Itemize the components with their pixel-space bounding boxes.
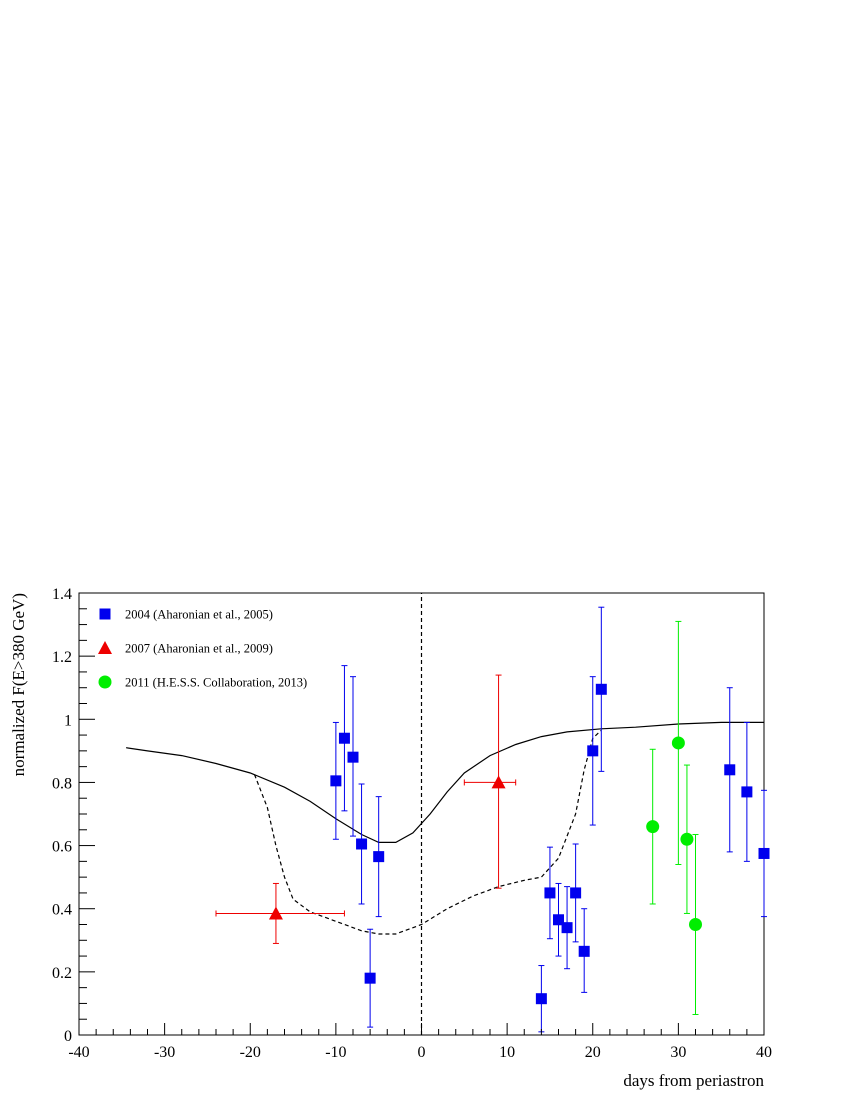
axis-ticks	[78, 592, 765, 1036]
x-tick-label: 0	[418, 1044, 426, 1061]
data-point	[646, 820, 660, 834]
x-tick-label: 10	[499, 1044, 515, 1061]
x-tick-label: 30	[670, 1044, 686, 1061]
y-axis-title: normalized F(E>380 GeV)	[9, 593, 28, 776]
data-point	[570, 887, 582, 899]
data-point	[544, 887, 556, 899]
model-curves	[126, 593, 764, 1035]
data-point	[587, 745, 599, 757]
data-point	[671, 736, 685, 750]
data-point	[553, 914, 564, 926]
data-point	[741, 786, 753, 798]
tick-labels: -40 -30 -20 -10 0 10 20 30 40 0 0.2 0.4 0.6 0.8 1 1.2 1.…	[52, 586, 772, 1061]
legend-label: 2007 (Aharonian et al., 2009)	[125, 642, 273, 656]
x-tick-label: -40	[68, 1044, 89, 1061]
y-tick-label: 0	[64, 1028, 72, 1045]
x-tick-label: -30	[154, 1044, 175, 1061]
data-point	[268, 906, 283, 920]
x-tick-label: 20	[585, 1044, 601, 1061]
data-point	[595, 683, 607, 695]
data-point	[724, 764, 736, 776]
y-tick-label: 1.2	[52, 649, 72, 666]
error-bars	[215, 606, 767, 1033]
data-point	[364, 972, 376, 984]
x-tick-label: -10	[325, 1044, 346, 1061]
data-point	[338, 732, 350, 744]
y-tick-label: 1.4	[52, 586, 72, 603]
model-curve-solid	[126, 721, 764, 843]
data-point	[689, 918, 702, 931]
legend-marker	[98, 675, 112, 689]
legend-marker	[99, 608, 111, 620]
data-point	[330, 775, 342, 787]
data-point	[491, 775, 506, 789]
data-point	[578, 945, 590, 957]
x-axis-title: days from periastron	[623, 1071, 764, 1090]
data-point	[373, 851, 385, 863]
legend-marker	[98, 641, 112, 654]
data-point	[535, 993, 547, 1005]
y-tick-label: 1	[64, 712, 72, 729]
x-tick-label: 40	[756, 1044, 772, 1061]
legend-label: 2004 (Aharonian et al., 2005)	[125, 608, 273, 622]
data-point	[347, 751, 359, 763]
y-tick-label: 0.4	[52, 902, 72, 919]
y-tick-label: 0.8	[52, 775, 72, 792]
y-tick-label: 0.2	[52, 965, 72, 982]
data-point	[680, 832, 694, 846]
x-tick-label: -20	[240, 1044, 261, 1061]
legend: 2004 (Aharonian et al., 2005) 2007 (Aharo…	[98, 608, 307, 690]
data-point	[561, 922, 573, 934]
data-point	[758, 847, 770, 859]
data-markers	[268, 683, 770, 1005]
legend-label: 2011 (H.E.S.S. Collaboration, 2013)	[125, 676, 307, 690]
y-tick-label: 0.6	[52, 839, 72, 856]
model-curve-dashed	[253, 729, 602, 935]
data-point	[356, 838, 368, 850]
